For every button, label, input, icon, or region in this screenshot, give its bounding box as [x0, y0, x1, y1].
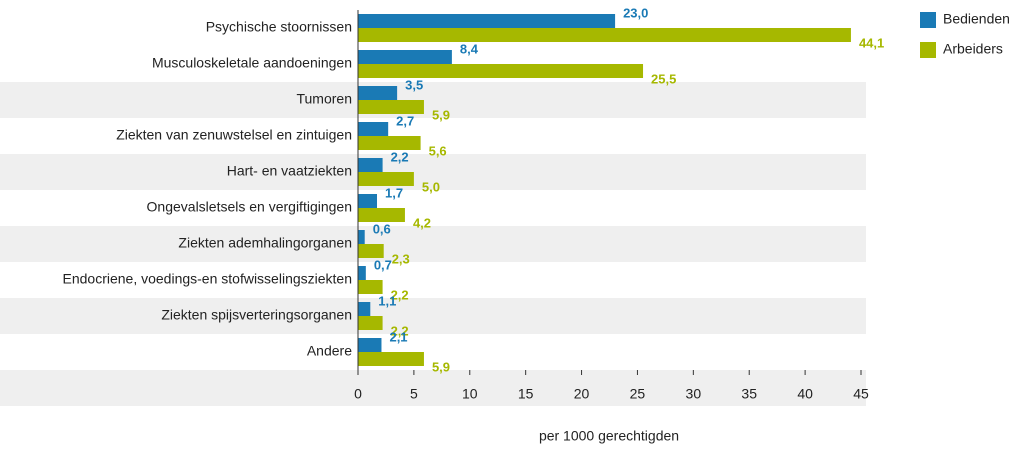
data-label: 2,7 [396, 113, 414, 128]
data-label: 5,0 [422, 179, 440, 194]
y-tick-label: Endocriene, voedings-en stofwisselingszi… [63, 271, 353, 287]
data-label: 25,5 [651, 71, 676, 86]
x-tick-label: 20 [574, 386, 590, 402]
legend-swatch [920, 42, 936, 58]
row-band [0, 154, 866, 190]
bar [358, 230, 365, 244]
data-label: 44,1 [859, 35, 884, 50]
bar [358, 208, 405, 222]
bar [358, 244, 384, 258]
y-tick-label: Tumoren [296, 91, 352, 107]
bar [358, 136, 421, 150]
bar [358, 172, 414, 186]
data-label: 2,3 [392, 251, 410, 266]
data-label: 5,6 [429, 143, 447, 158]
bar [358, 316, 383, 330]
x-tick-label: 10 [462, 386, 478, 402]
data-label: 1,1 [378, 293, 396, 308]
data-label: 0,7 [374, 257, 392, 272]
bar [358, 28, 851, 42]
y-tick-label: Ziekten spijsverteringsorganen [161, 307, 352, 323]
x-tick-label: 5 [410, 386, 418, 402]
data-label: 1,7 [385, 185, 403, 200]
row-band [0, 370, 866, 406]
x-tick-label: 25 [630, 386, 646, 402]
bar [358, 50, 452, 64]
y-tick-label: Ziekten ademhalingorganen [178, 235, 352, 251]
data-label: 0,6 [373, 221, 391, 236]
row-band [0, 82, 866, 118]
bar [358, 338, 382, 352]
data-label: 2,2 [391, 149, 409, 164]
x-tick-label: 45 [853, 386, 869, 402]
data-label: 2,1 [389, 329, 407, 344]
bar [358, 122, 389, 136]
y-tick-label: Andere [307, 343, 352, 359]
data-label: 5,9 [432, 359, 450, 374]
bar [358, 302, 371, 316]
bar [358, 158, 383, 172]
bar [358, 352, 424, 366]
y-tick-label: Hart- en vaatziekten [227, 163, 352, 179]
x-tick-label: 35 [741, 386, 757, 402]
bar [358, 266, 366, 280]
legend-label: Bedienden [943, 11, 1010, 27]
data-label: 2,2 [391, 323, 409, 338]
y-tick-label: Ziekten van zenuwstelsel en zintuigen [116, 127, 352, 143]
row-band [0, 298, 866, 334]
x-tick-label: 0 [354, 386, 362, 402]
x-tick-label: 40 [797, 386, 813, 402]
data-label: 8,4 [460, 41, 479, 56]
bar [358, 194, 378, 208]
bar [358, 100, 424, 114]
row-band [0, 226, 866, 262]
x-tick-label: 30 [686, 386, 702, 402]
data-label: 23,0 [623, 5, 648, 20]
x-axis-label: per 1000 gerechtigden [539, 428, 679, 444]
bar [358, 14, 616, 28]
data-label: 2,2 [391, 287, 409, 302]
legend-label: Arbeiders [943, 41, 1003, 57]
data-label: 3,5 [405, 77, 423, 92]
x-tick-label: 15 [518, 386, 534, 402]
bar [358, 280, 383, 294]
y-tick-label: Psychische stoornissen [206, 19, 352, 35]
data-label: 5,9 [432, 107, 450, 122]
y-tick-label: Ongevalsletsels en vergiftigingen [147, 199, 352, 215]
bar [358, 86, 398, 100]
bar [358, 64, 644, 78]
legend-swatch [920, 12, 936, 28]
y-tick-label: Musculoskeletale aandoeningen [152, 55, 352, 71]
data-label: 4,2 [413, 215, 431, 230]
